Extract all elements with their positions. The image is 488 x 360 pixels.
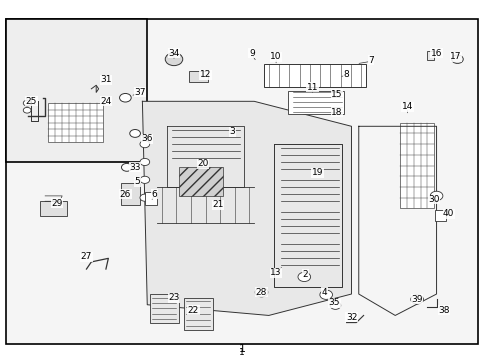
Circle shape: [297, 272, 310, 282]
Circle shape: [140, 176, 149, 183]
Circle shape: [129, 130, 140, 138]
Text: 28: 28: [255, 288, 266, 297]
Text: 30: 30: [427, 195, 439, 204]
Text: 36: 36: [141, 134, 153, 143]
Text: 32: 32: [345, 313, 356, 322]
Circle shape: [121, 163, 132, 171]
Circle shape: [165, 53, 183, 66]
Text: 18: 18: [330, 108, 342, 117]
Text: 33: 33: [129, 163, 141, 172]
Text: 29: 29: [52, 198, 63, 207]
Text: 11: 11: [306, 82, 318, 91]
Bar: [188, 71, 207, 82]
Circle shape: [329, 302, 340, 309]
Circle shape: [140, 158, 149, 166]
Text: 34: 34: [168, 49, 179, 58]
Text: 12: 12: [200, 70, 211, 79]
Text: 14: 14: [401, 102, 412, 111]
Circle shape: [140, 140, 149, 148]
Bar: [144, 192, 157, 205]
Text: 20: 20: [197, 159, 208, 168]
Text: 3: 3: [229, 127, 235, 136]
Bar: [120, 183, 140, 205]
Text: 1: 1: [238, 345, 245, 354]
Polygon shape: [142, 101, 351, 315]
Text: 4: 4: [321, 288, 327, 297]
Circle shape: [255, 288, 267, 297]
Bar: [399, 123, 433, 208]
Text: 10: 10: [270, 52, 281, 61]
Text: 8: 8: [343, 70, 349, 79]
Text: 7: 7: [367, 56, 373, 65]
Text: 26: 26: [120, 190, 131, 199]
Bar: [47, 103, 103, 142]
Text: 24: 24: [100, 97, 111, 106]
Bar: [426, 51, 433, 60]
Polygon shape: [179, 167, 222, 196]
Text: 31: 31: [100, 75, 111, 84]
Bar: [264, 64, 366, 87]
Bar: [6, 19, 147, 162]
Text: 6: 6: [151, 190, 157, 199]
Circle shape: [451, 55, 462, 63]
Text: 35: 35: [328, 298, 340, 307]
Text: 27: 27: [81, 252, 92, 261]
Text: 39: 39: [410, 295, 422, 304]
Circle shape: [410, 295, 423, 304]
Text: 23: 23: [168, 293, 179, 302]
Text: 5: 5: [134, 177, 140, 186]
Text: 40: 40: [442, 209, 453, 218]
Text: 25: 25: [26, 97, 37, 106]
Bar: [434, 210, 445, 221]
Text: 37: 37: [134, 88, 145, 97]
Bar: [149, 294, 179, 323]
Text: 38: 38: [437, 306, 448, 315]
Text: 15: 15: [330, 90, 342, 99]
Text: 2: 2: [302, 270, 307, 279]
Circle shape: [140, 194, 149, 201]
Text: 19: 19: [311, 168, 323, 177]
Circle shape: [119, 94, 131, 102]
Text: 9: 9: [248, 49, 254, 58]
Text: 21: 21: [212, 200, 223, 209]
Circle shape: [429, 191, 442, 201]
Bar: [183, 298, 212, 330]
Circle shape: [23, 107, 31, 113]
Text: 22: 22: [187, 306, 199, 315]
Bar: [287, 91, 344, 114]
Text: 13: 13: [270, 268, 281, 277]
Text: 17: 17: [449, 52, 461, 61]
Bar: [40, 201, 67, 216]
Text: 1: 1: [239, 348, 244, 357]
Circle shape: [319, 290, 332, 300]
Circle shape: [23, 100, 31, 106]
Text: 16: 16: [430, 49, 442, 58]
